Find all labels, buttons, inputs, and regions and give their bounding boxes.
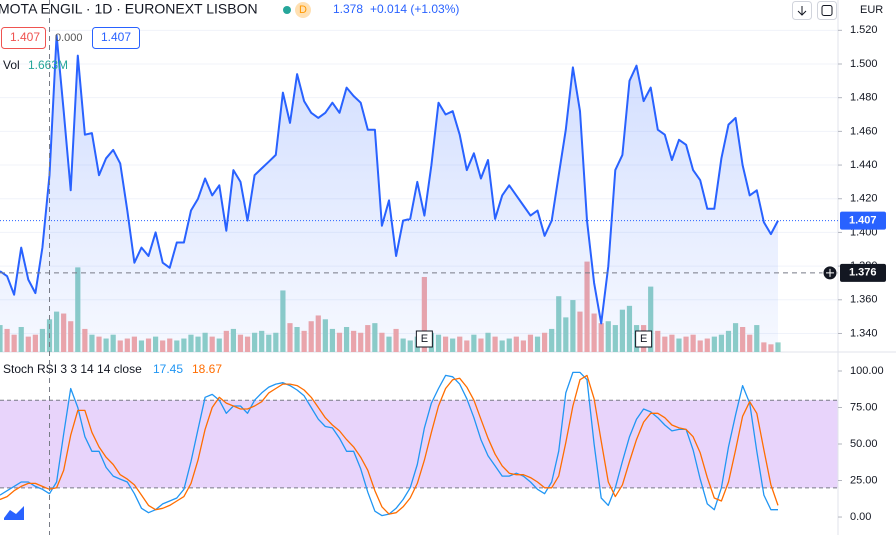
icon-square bbox=[821, 5, 833, 16]
event-marker bbox=[415, 330, 433, 348]
legend-value: 18.67 bbox=[192, 362, 222, 376]
stoch-title: Stoch RSI 3 3 14 14 close bbox=[3, 362, 142, 376]
line bbox=[0, 374, 779, 515]
y-tick-label: 1.520 bbox=[850, 24, 878, 36]
currency: EUR bbox=[860, 4, 883, 16]
change: +0.014 (+1.03%) bbox=[370, 2, 459, 16]
box-value: 1.407 bbox=[10, 30, 40, 44]
status-dot bbox=[283, 6, 291, 14]
y-tick-label: 50.00 bbox=[850, 438, 878, 450]
crosshair-label: 1.376 bbox=[849, 267, 877, 279]
event-label: E bbox=[421, 333, 428, 345]
vol-label: Vol bbox=[3, 58, 20, 72]
box bbox=[92, 27, 140, 49]
y-tick-label: 1.440 bbox=[850, 159, 878, 171]
y-tick-label: 1.360 bbox=[850, 294, 878, 306]
y-tick-label: 0.00 bbox=[850, 511, 871, 523]
icon-down bbox=[797, 6, 807, 16]
y-tick-label: 1.480 bbox=[850, 92, 878, 104]
y-tick-label: 100.00 bbox=[850, 365, 884, 377]
y-tick-label: 1.500 bbox=[850, 58, 878, 70]
y-tick-label: 1.420 bbox=[850, 193, 878, 205]
y-tick-label: 1.460 bbox=[850, 125, 878, 137]
last-price-label: 1.407 bbox=[849, 215, 877, 227]
badge: D bbox=[299, 4, 307, 16]
y-tick-label: 25.00 bbox=[850, 474, 878, 486]
button[interactable] bbox=[817, 1, 837, 20]
box-value: 1.407 bbox=[101, 30, 131, 44]
crosshair-plus-icon bbox=[826, 268, 834, 277]
crosshair-tag bbox=[840, 263, 886, 282]
box-value: 0.000 bbox=[55, 32, 83, 44]
badge-bg bbox=[295, 2, 311, 18]
box bbox=[1, 27, 46, 49]
logo bbox=[4, 506, 24, 520]
legend-value: 17.45 bbox=[153, 362, 183, 376]
last-price-tag bbox=[840, 211, 886, 230]
event-label: E bbox=[640, 333, 647, 345]
symbol: MOTA ENGIL · 1D · EURONEXT LISBON bbox=[0, 1, 258, 17]
vol-value: 1.663M bbox=[28, 58, 68, 72]
event-marker bbox=[635, 330, 653, 348]
y-tick-label: 75.00 bbox=[850, 401, 878, 413]
y-tick-label: 1.340 bbox=[850, 327, 878, 339]
price-area bbox=[0, 35, 778, 353]
price: 1.378 bbox=[333, 2, 363, 16]
band-fill bbox=[0, 400, 838, 488]
line bbox=[0, 34, 779, 325]
